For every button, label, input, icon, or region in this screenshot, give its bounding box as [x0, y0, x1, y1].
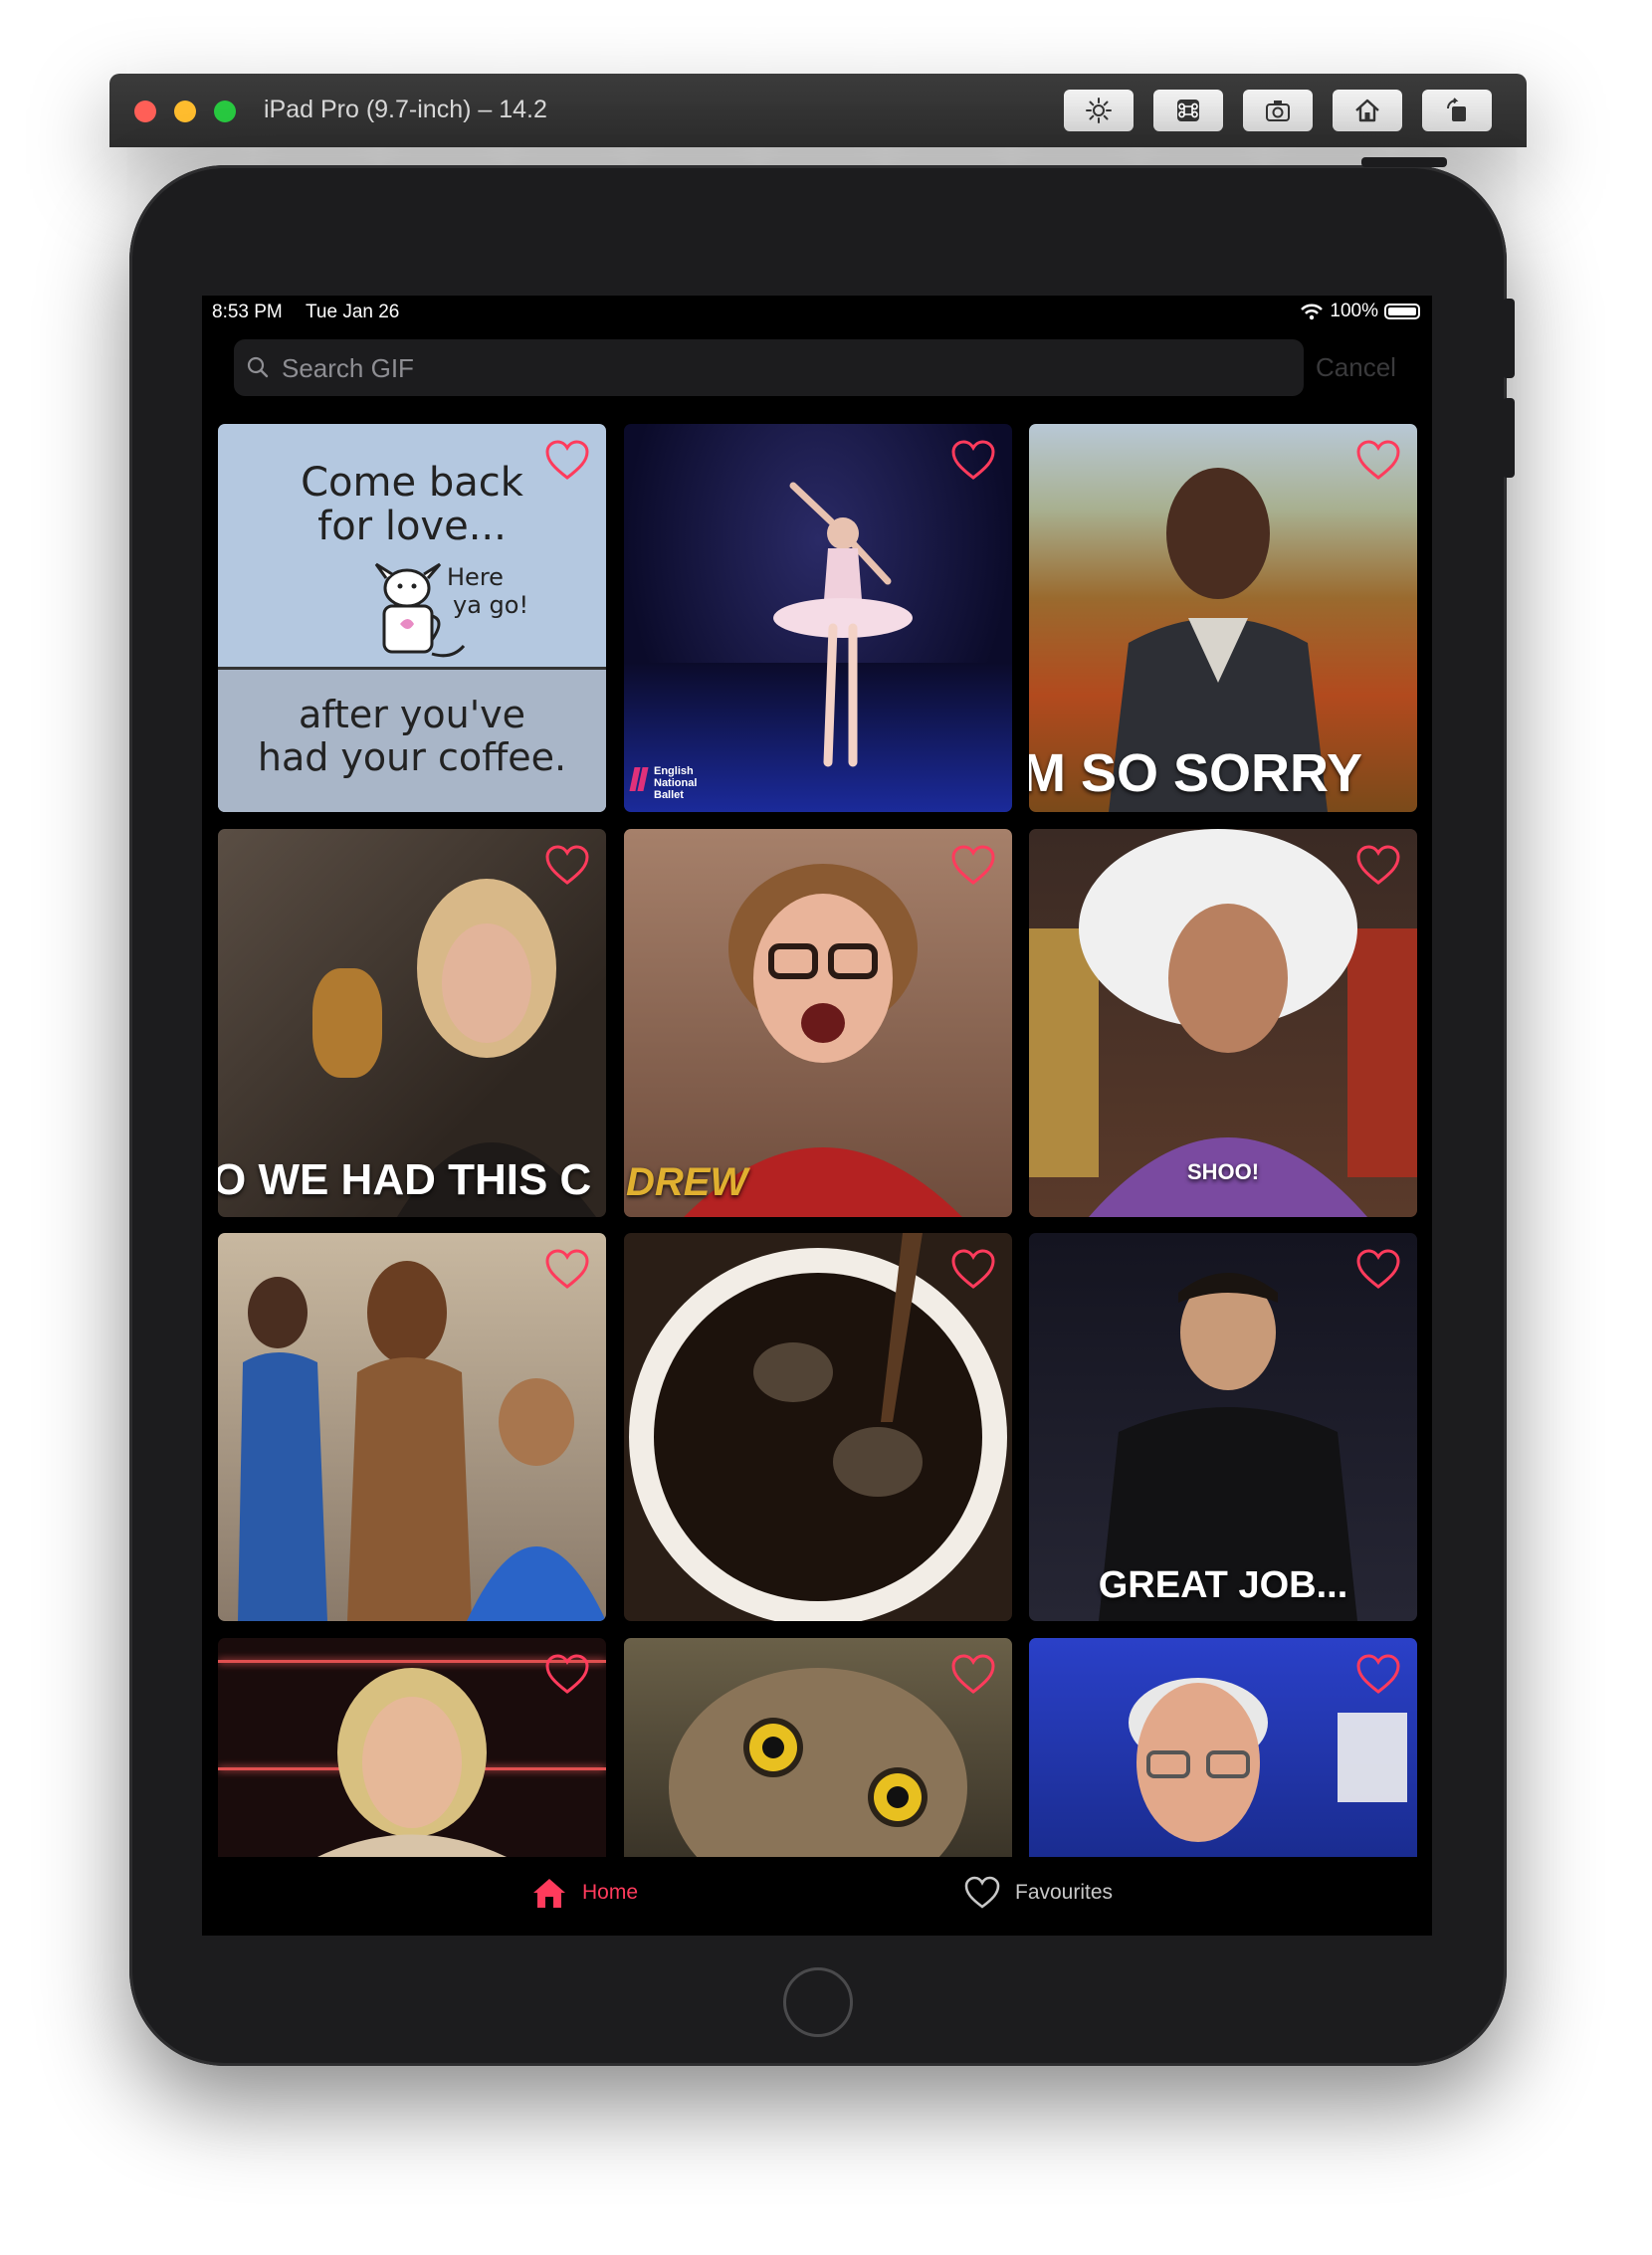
app-screen: 8:53 PM Tue Jan 26 100% Cancel Come back…: [202, 296, 1432, 1936]
search-bar[interactable]: [234, 339, 1304, 398]
gif-tile[interactable]: [218, 1638, 606, 1857]
home-icon: [1355, 99, 1379, 122]
rotate-button[interactable]: [1422, 90, 1492, 131]
rotate-icon: [1447, 98, 1466, 121]
tab-home[interactable]: Home: [530, 1876, 638, 1910]
favourite-heart-icon[interactable]: [544, 1248, 590, 1290]
gif-caption-line: for love...: [317, 504, 507, 549]
gif-grid: Come back for love... Here ya go! after …: [218, 424, 1418, 1857]
status-bar: 8:53 PM Tue Jan 26 100%: [202, 296, 1432, 329]
tab-favourites[interactable]: Favourites: [963, 1876, 1113, 1910]
favourite-heart-icon[interactable]: [544, 439, 590, 481]
gif-tile[interactable]: English National Ballet: [624, 424, 1012, 812]
gif-caption-line: had your coffee.: [257, 735, 567, 779]
gif-tile[interactable]: M SO SORRY: [1029, 424, 1417, 812]
battery-icon: [1384, 304, 1420, 319]
ballerina-figure: [773, 482, 913, 767]
gif-tile[interactable]: O WE HAD THIS C: [218, 829, 606, 1217]
minimize-window-button[interactable]: [174, 101, 196, 122]
gif-caption: O WE HAD THIS C: [218, 1155, 592, 1204]
house-icon: [533, 1879, 565, 1908]
command-button[interactable]: [1153, 90, 1223, 131]
owl-illustration: [669, 1668, 967, 1857]
favourite-heart-icon[interactable]: [1355, 439, 1401, 481]
tab-home-label: Home: [582, 1881, 639, 1904]
watermark: English National Ballet: [654, 765, 697, 801]
store-workers-figures: [238, 1261, 606, 1621]
volume-down-button: [1503, 398, 1515, 478]
tab-favourites-label: Favourites: [1015, 1881, 1114, 1904]
status-date: Tue Jan 26: [306, 302, 400, 322]
gif-aside-text: Here: [447, 563, 504, 591]
home-device-button[interactable]: [1333, 90, 1402, 131]
brightness-button[interactable]: [1064, 90, 1134, 131]
tab-bar: Home Favourites: [202, 1858, 1432, 1936]
gif-caption: SHOO!: [1186, 1159, 1260, 1184]
woman-figure: [397, 879, 596, 1217]
device-home-button[interactable]: [783, 1967, 853, 2037]
power-button: [1361, 157, 1447, 167]
gif-tile[interactable]: [1029, 1638, 1417, 1857]
favourite-heart-icon[interactable]: [544, 1653, 590, 1695]
screenshot-icon: [1266, 101, 1290, 121]
gif-caption-line: Come back: [301, 460, 523, 506]
window-title: iPad Pro (9.7-inch) – 14.2: [264, 96, 547, 123]
gif-tile[interactable]: [624, 1233, 1012, 1621]
watermark-line: Ballet: [654, 789, 684, 801]
favourite-heart-icon[interactable]: [1355, 844, 1401, 886]
watermark-line: National: [654, 777, 698, 789]
host-figure: [1099, 1273, 1357, 1621]
favourite-heart-icon[interactable]: [950, 1248, 996, 1290]
favourite-heart-icon[interactable]: [1355, 1248, 1401, 1290]
status-time: 8:53 PM: [212, 302, 283, 322]
wifi-icon: [1301, 304, 1324, 320]
cartoon-dog-illustration: [374, 562, 466, 658]
favourite-heart-icon[interactable]: [544, 844, 590, 886]
gif-tile[interactable]: DREW: [624, 829, 1012, 1217]
gif-caption: M SO SORRY: [1029, 743, 1363, 803]
gif-aside-text: ya go!: [453, 591, 529, 619]
man-laughing-figure: [1129, 1678, 1407, 1842]
cancel-button[interactable]: Cancel: [1316, 352, 1396, 382]
favourite-heart-icon[interactable]: [950, 844, 996, 886]
screenshot-button[interactable]: [1243, 90, 1313, 131]
battery-percentage: 100%: [1330, 301, 1378, 321]
command-icon: [1177, 100, 1199, 121]
heart-icon: [964, 1876, 1000, 1909]
favourite-heart-icon[interactable]: [950, 439, 996, 481]
gif-tile[interactable]: Come back for love... Here ya go! after …: [218, 424, 606, 812]
search-icon: [247, 356, 269, 378]
gif-watermark: DREW: [626, 1160, 748, 1204]
gif-tile[interactable]: GREAT JOB...: [1029, 1233, 1417, 1621]
zoom-window-button[interactable]: [214, 101, 236, 122]
woman-figure: [317, 1668, 507, 1857]
watermark-line: English: [654, 765, 694, 777]
brightness-icon: [1086, 98, 1112, 123]
close-window-button[interactable]: [134, 101, 156, 122]
gif-caption: GREAT JOB...: [1098, 1564, 1348, 1606]
woman-surprised-figure: [684, 864, 962, 1217]
gif-tile[interactable]: [624, 1638, 1012, 1857]
man-figure: [1109, 468, 1328, 812]
gif-tile[interactable]: [218, 1233, 606, 1621]
gif-tile[interactable]: SHOO!: [1029, 829, 1417, 1217]
favourite-heart-icon[interactable]: [1355, 1653, 1401, 1695]
volume-up-button: [1503, 299, 1515, 378]
costumed-woman-figure: [1029, 829, 1417, 1217]
gif-caption-line: after you've: [298, 693, 526, 736]
favourite-heart-icon[interactable]: [950, 1653, 996, 1695]
coffee-cup-illustration: [629, 1233, 1007, 1621]
simulator-title-bar: iPad Pro (9.7-inch) – 14.2: [109, 74, 1527, 147]
search-input[interactable]: [280, 339, 1279, 398]
